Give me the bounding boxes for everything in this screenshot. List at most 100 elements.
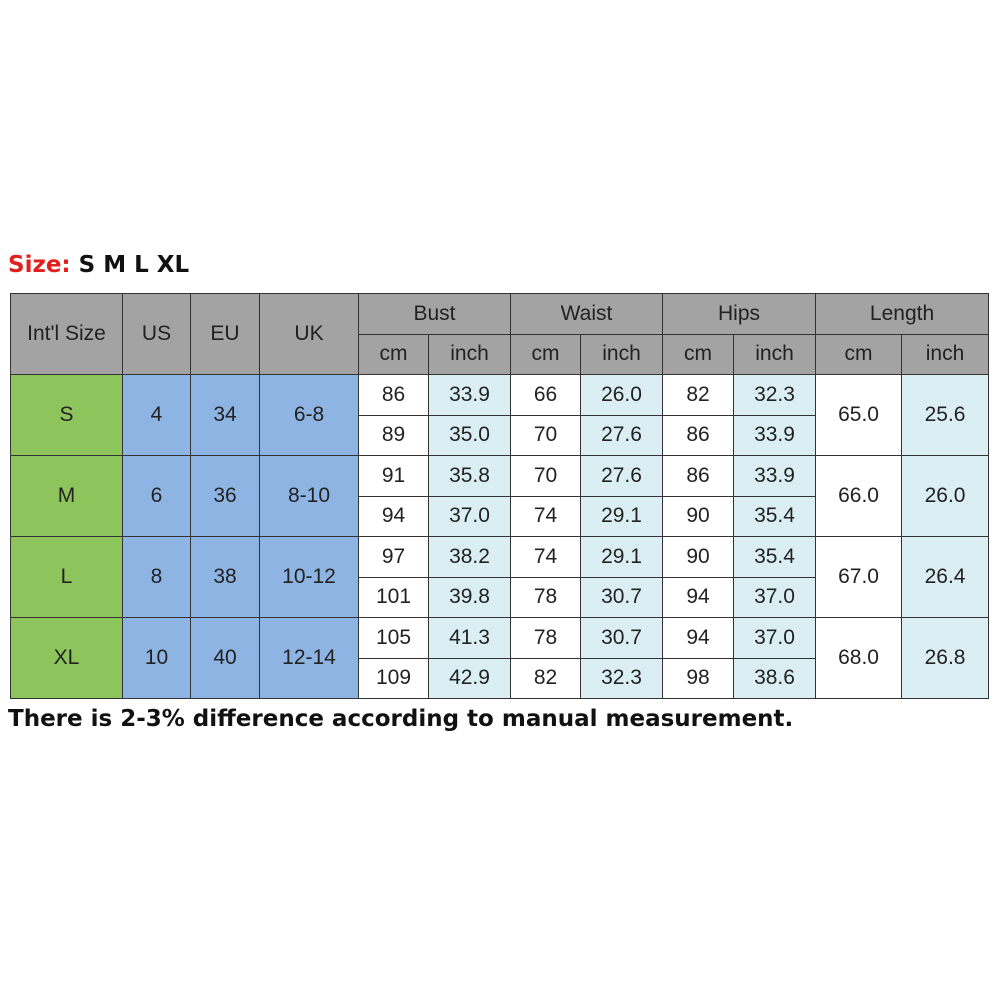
size-cell: S — [10, 374, 123, 456]
group-header: Waist — [509, 293, 664, 335]
column-header: Int'l Size — [10, 293, 123, 375]
measure-cell: 91 — [358, 455, 429, 497]
size-cell: 36 — [190, 455, 260, 537]
unit-header: inch — [428, 333, 511, 375]
size-title: Size: S M L XL — [8, 252, 189, 278]
size-cell: 6-8 — [259, 374, 359, 456]
measure-cell: 35.4 — [733, 495, 817, 537]
column-header: UK — [259, 293, 359, 375]
table-row: 101 39.8 78 30.7 94 37.0 — [11, 576, 989, 618]
size-cell: L — [10, 536, 123, 618]
measure-cell: 38.6 — [733, 657, 817, 699]
measure-cell: 33.9 — [733, 414, 817, 456]
measure-cell: 35.8 — [428, 455, 511, 497]
table-row: Int'l Size US EU UK Bust Waist Hips Length — [10, 293, 990, 375]
measure-cell: 26.0 — [579, 374, 664, 416]
measure-cell: 86 — [662, 414, 735, 456]
measure-cell: 97 — [358, 536, 429, 578]
measure-cell: 105 — [358, 617, 429, 659]
length-cell: 66.0 — [815, 455, 903, 537]
measure-cell: 74 — [510, 495, 581, 537]
table-row: cm inch cm inch cm inch cm inch — [11, 333, 990, 375]
size-cell: 40 — [190, 617, 260, 699]
table-row: L 8 38 10-12 97 38.2 74 29.1 90 35.4 67.0 26.4 — [10, 536, 990, 618]
measure-cell: 86 — [358, 374, 429, 416]
unit-header: cm — [662, 333, 735, 375]
table-row: XL 10 40 12-14 105 41.3 78 30.7 94 37.0 68.0 26.8 — [10, 617, 990, 699]
size-cell: 4 — [122, 374, 191, 456]
measure-cell: 32.3 — [733, 374, 817, 416]
group-header: Length — [815, 293, 990, 335]
table-row: M 6 36 8-10 91 35.8 70 27.6 86 33.9 66.0 26.0 — [10, 455, 990, 537]
size-list: S M L XL — [78, 252, 190, 278]
measure-cell: 42.9 — [428, 657, 511, 699]
size-cell: 38 — [190, 536, 260, 618]
unit-header: cm — [358, 333, 429, 375]
measure-cell: 30.7 — [579, 617, 664, 659]
measure-cell: 35.4 — [733, 536, 817, 578]
measure-cell: 33.9 — [428, 374, 511, 416]
measure-cell: 78 — [510, 576, 581, 618]
measure-cell: 32.3 — [579, 657, 664, 699]
measure-cell: 94 — [662, 576, 735, 618]
length-cell: 26.0 — [901, 455, 990, 537]
table-row: 109 42.9 82 32.3 98 38.6 — [11, 657, 989, 699]
measure-cell: 89 — [358, 414, 429, 456]
size-cell: M — [10, 455, 123, 537]
size-cell: XL — [10, 617, 123, 699]
group-header: Bust — [358, 293, 511, 335]
measure-cell: 37.0 — [733, 617, 817, 659]
footnote: There is 2-3% difference according to ma… — [8, 706, 794, 732]
measure-cell: 90 — [662, 495, 735, 537]
measure-cell: 70 — [510, 414, 581, 456]
length-cell: 68.0 — [815, 617, 903, 699]
measure-cell: 78 — [510, 617, 581, 659]
measure-cell: 101 — [358, 576, 429, 618]
size-table: Int'l Size US EU UK Bust Waist Hips Length cm inc… — [10, 293, 990, 699]
size-cell: 10 — [122, 617, 191, 699]
unit-header: inch — [733, 333, 817, 375]
measure-cell: 94 — [662, 617, 735, 659]
measure-cell: 37.0 — [428, 495, 511, 537]
measure-cell: 66 — [510, 374, 581, 416]
measure-cell: 39.8 — [428, 576, 511, 618]
unit-header: inch — [579, 333, 664, 375]
measure-cell: 98 — [662, 657, 735, 699]
unit-header: cm — [510, 333, 581, 375]
length-cell: 65.0 — [815, 374, 903, 456]
measure-cell: 37.0 — [733, 576, 817, 618]
size-cell: 10-12 — [259, 536, 359, 618]
measure-cell: 41.3 — [428, 617, 511, 659]
length-cell: 25.6 — [901, 374, 990, 456]
size-label: Size: — [8, 252, 71, 278]
measure-cell: 82 — [510, 657, 581, 699]
column-header: US — [122, 293, 191, 375]
column-header: EU — [190, 293, 260, 375]
measure-cell: 27.6 — [579, 414, 664, 456]
length-cell: 26.8 — [901, 617, 990, 699]
size-cell: 34 — [190, 374, 260, 456]
size-cell: 8 — [122, 536, 191, 618]
length-cell: 26.4 — [901, 536, 990, 618]
measure-cell: 109 — [358, 657, 429, 699]
size-cell: 12-14 — [259, 617, 359, 699]
group-header: Hips — [662, 293, 817, 335]
measure-cell: 30.7 — [579, 576, 664, 618]
unit-header: cm — [815, 333, 903, 375]
measure-cell: 33.9 — [733, 455, 817, 497]
unit-header: inch — [901, 333, 990, 375]
measure-cell: 70 — [510, 455, 581, 497]
measure-cell: 74 — [510, 536, 581, 578]
measure-cell: 29.1 — [579, 495, 664, 537]
measure-cell: 35.0 — [428, 414, 511, 456]
table-row: S 4 34 6-8 86 33.9 66 26.0 82 32.3 65.0 25.6 — [10, 374, 990, 456]
size-cell: 6 — [122, 455, 191, 537]
measure-cell: 29.1 — [579, 536, 664, 578]
measure-cell: 86 — [662, 455, 735, 497]
measure-cell: 90 — [662, 536, 735, 578]
measure-cell: 94 — [358, 495, 429, 537]
table-row: 94 37.0 74 29.1 90 35.4 — [11, 495, 989, 537]
measure-cell: 27.6 — [579, 455, 664, 497]
size-cell: 8-10 — [259, 455, 359, 537]
